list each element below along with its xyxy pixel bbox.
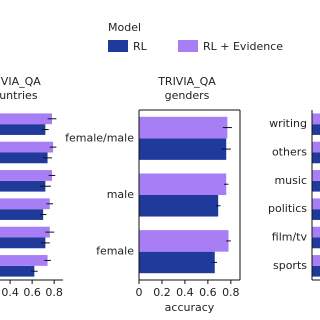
x-tick-label: 0.8 [222, 286, 240, 299]
bar [0, 152, 48, 164]
legend-label: RL + Evidence [203, 40, 283, 53]
x-tick-label: 0.8 [45, 286, 63, 299]
bar [312, 265, 320, 277]
bar [0, 141, 54, 153]
legend-swatch [178, 40, 198, 52]
chart-subtitle: genders [165, 89, 210, 102]
x-tick-label: 0 [136, 286, 143, 299]
bar [312, 255, 320, 266]
bar [312, 124, 320, 135]
bar [139, 251, 215, 274]
x-tick-label: 0.6 [23, 286, 41, 299]
y-tick-label: female/male [65, 131, 134, 144]
bar [0, 170, 52, 181]
bar [0, 226, 50, 238]
chart-title: TRIVIA_QA [157, 75, 216, 88]
x-tick-label: 0.4 [176, 286, 194, 299]
bar [312, 141, 320, 153]
y-tick-label: writing [269, 117, 307, 130]
bar [0, 255, 48, 266]
bar [312, 152, 320, 164]
bar [312, 180, 320, 192]
x-tick-label: 0.2 [153, 286, 171, 299]
bar [0, 198, 50, 210]
y-tick-label: male [107, 188, 135, 201]
bar [0, 209, 44, 220]
y-tick-label: sports [273, 259, 307, 272]
bar [312, 226, 320, 238]
x-axis-label: accuracy [165, 301, 215, 314]
bar [0, 124, 46, 135]
bar [139, 195, 219, 217]
bar [312, 198, 320, 210]
bar [0, 237, 46, 249]
y-tick-label: politics [268, 202, 307, 215]
y-tick-label: music [274, 174, 307, 187]
bar [139, 173, 227, 195]
bar [139, 116, 228, 139]
legend-label: RL [133, 40, 148, 53]
x-tick-label: 0.6 [199, 286, 217, 299]
legend-title: Model [108, 21, 141, 34]
bar [312, 237, 320, 249]
chart-title: TRIVIA_QA [0, 75, 41, 88]
bar [139, 138, 227, 160]
x-tick-label: 0.4 [1, 286, 19, 299]
bar [0, 265, 35, 277]
bar [0, 113, 52, 125]
bar [312, 209, 320, 220]
y-tick-label: others [272, 146, 307, 159]
bar [0, 180, 46, 192]
y-tick-label: female [96, 245, 134, 258]
bar [312, 170, 320, 181]
bar [312, 113, 320, 125]
y-tick-label: film/tv [272, 231, 308, 244]
chart-subtitle: countries [0, 89, 38, 102]
bar [139, 230, 229, 252]
legend-swatch [108, 40, 128, 52]
